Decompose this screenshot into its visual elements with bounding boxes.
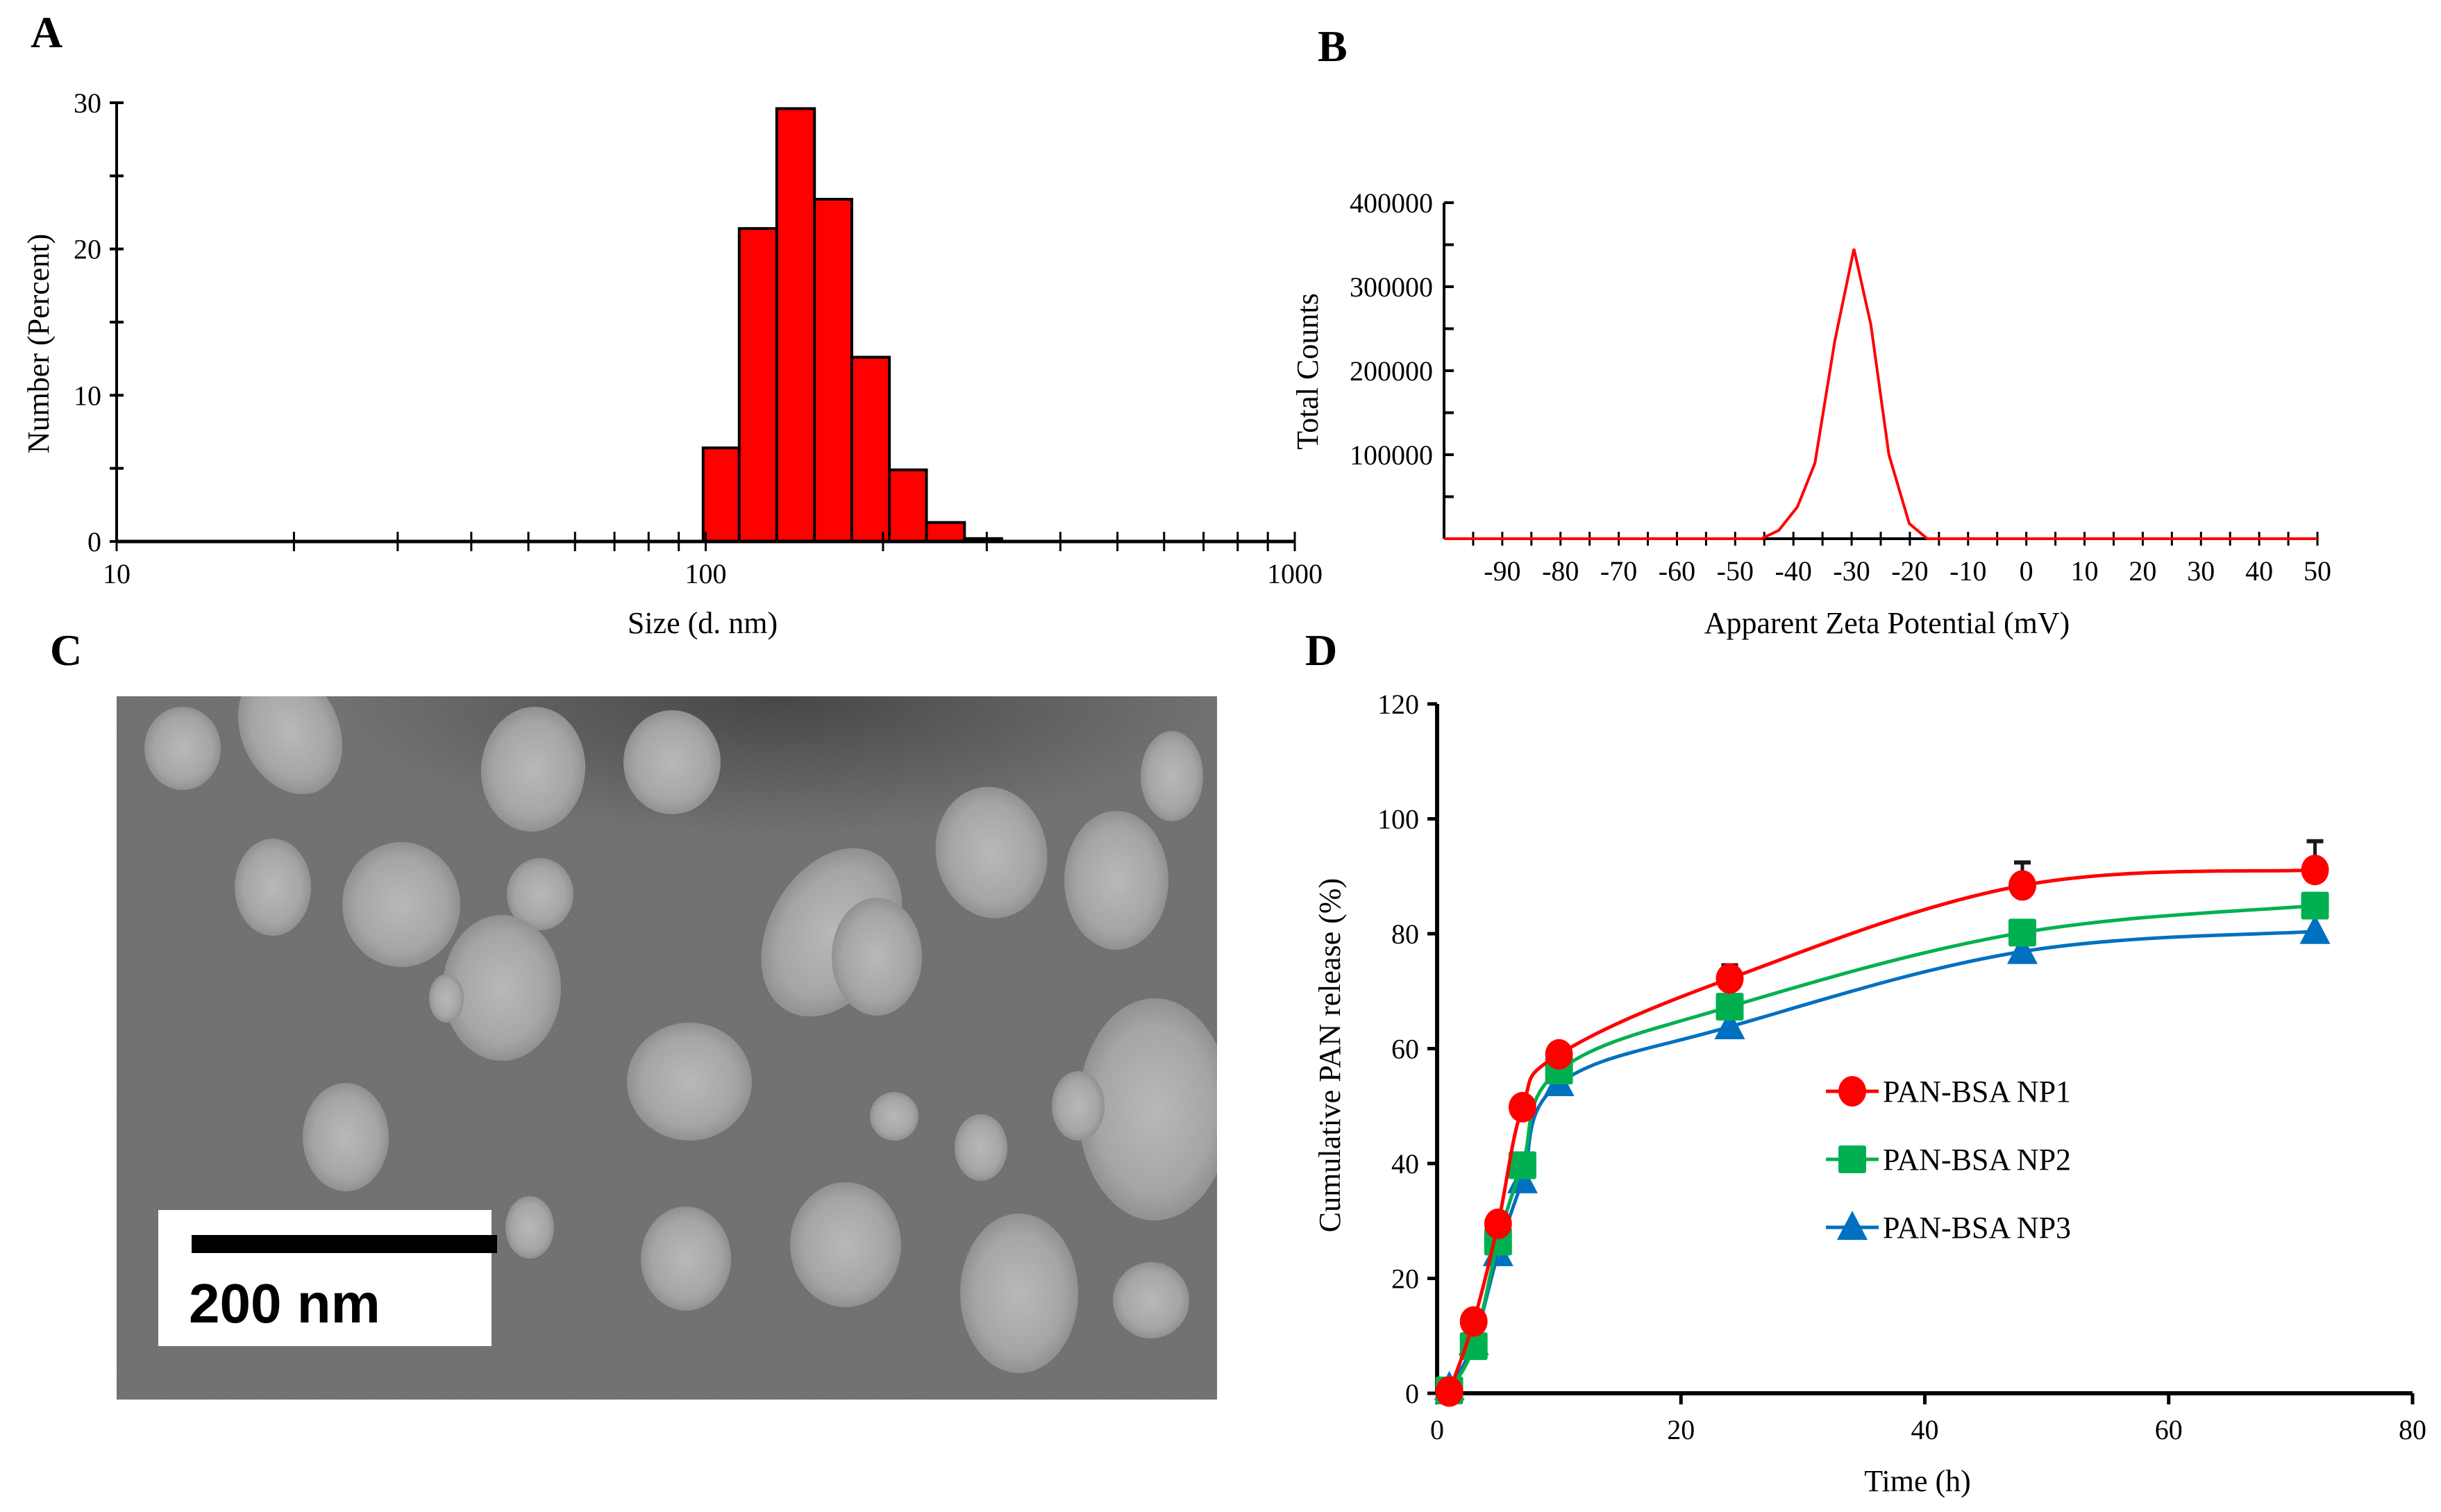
scale-bar-label: 200 nm: [189, 1272, 380, 1334]
y-tick-label-d: 100: [1377, 804, 1419, 835]
y-tick-label-a: 30: [74, 87, 101, 119]
data-point-np2: [2008, 918, 2036, 947]
data-point-np3: [1714, 1010, 1745, 1040]
x-tick-label-b: -50: [1717, 555, 1754, 587]
x-tick-label-b: -30: [1833, 555, 1870, 587]
legend-label-np3: PAN-BSA NP3: [1883, 1211, 2071, 1245]
histogram-bar-4: [813, 198, 853, 543]
panel-label-a: A: [31, 8, 63, 57]
legend: PAN-BSA NP1 PAN-BSA NP2 PAN-BSA NP3: [1826, 1075, 2071, 1245]
data-point-np1: [2008, 870, 2036, 901]
scale-bar: [192, 1235, 497, 1253]
data-point-np3: [2299, 914, 2331, 944]
zeta-distribution-line: [1444, 249, 2317, 540]
x-tick-label-b: 0: [2020, 555, 2033, 587]
panel-label-c: C: [50, 625, 83, 675]
x-tick-label-b: -10: [1949, 555, 1986, 587]
y-tick-label-d: 120: [1377, 689, 1419, 720]
scale-bar-box: 200 nm: [158, 1210, 497, 1346]
y-tick-label-a: 0: [87, 526, 101, 557]
axes-d: [1427, 702, 2415, 1404]
y-axis-title-b: Total Counts: [1291, 293, 1325, 449]
x-tick-label-d: 80: [2399, 1414, 2426, 1445]
y-tick-label-d: 0: [1405, 1378, 1419, 1409]
x-tick-label-b: -70: [1600, 555, 1637, 587]
tick-labels-b: -90 -80 -70 -60 -50 -40 -30 -20 -10 0 10 20 30 40 50 10…: [1350, 187, 2331, 587]
data-point-np2: [2301, 891, 2329, 920]
histogram-bar-2: [737, 227, 778, 543]
y-tick-label-d: 60: [1391, 1034, 1419, 1065]
release-series: [1434, 839, 2331, 1407]
data-point-np1: [1545, 1039, 1573, 1070]
y-tick-label-b: 400000: [1350, 187, 1433, 219]
panel-label-d: D: [1305, 625, 1338, 675]
data-point-np1: [1484, 1208, 1512, 1239]
y-tick-label-a: 10: [74, 380, 101, 411]
x-tick-label-b: 30: [2187, 555, 2215, 587]
x-tick-label-d: 60: [2155, 1414, 2183, 1445]
x-tick-label-a: 1000: [1267, 558, 1323, 589]
x-tick-label-b: 10: [2071, 555, 2099, 587]
tem-micrograph: 200 nm: [117, 696, 1217, 1400]
x-tick-label-d: 20: [1667, 1414, 1695, 1445]
data-point-np1: [1459, 1306, 1488, 1337]
legend-marker-np1: [1838, 1076, 1866, 1107]
y-tick-label-b: 100000: [1350, 439, 1433, 471]
histogram-bars: [701, 107, 1003, 544]
x-tick-label-b: 20: [2129, 555, 2156, 587]
x-tick-label-b: 50: [2304, 555, 2331, 587]
data-point-np1: [2301, 855, 2329, 886]
data-point-np1: [1508, 1091, 1536, 1123]
x-tick-label-b: -80: [1542, 555, 1579, 587]
histogram-bar-1: [701, 446, 741, 543]
series-line-np2: [1448, 903, 2315, 1392]
data-point-np2: [1716, 993, 1744, 1021]
legend-label-np1: PAN-BSA NP1: [1883, 1075, 2071, 1109]
y-tick-label-d: 20: [1391, 1263, 1419, 1295]
x-tick-label-a: 10: [103, 558, 131, 589]
series-line-np1: [1448, 868, 2315, 1393]
x-axis-title-b: Apparent Zeta Potential (mV): [1704, 606, 2070, 640]
legend-marker-np2: [1838, 1145, 1866, 1173]
legend-marker-np3: [1837, 1211, 1868, 1240]
x-tick-label-b: -20: [1891, 555, 1928, 587]
x-tick-label-b: 40: [2245, 555, 2273, 587]
x-tick-label-b: -90: [1484, 555, 1520, 587]
x-tick-label-d: 0: [1430, 1414, 1444, 1445]
tick-labels-d: 0 20 40 60 80 0 20 40 60 80 100 120: [1377, 689, 2426, 1445]
x-tick-label-a: 100: [685, 558, 727, 589]
y-tick-label-a: 20: [74, 234, 101, 265]
legend-label-np2: PAN-BSA NP2: [1883, 1143, 2071, 1177]
y-axis-title-d: Cumulative PAN release (%): [1313, 878, 1347, 1232]
y-tick-label-d: 40: [1391, 1148, 1419, 1179]
x-axis-title-d: Time (h): [1864, 1464, 1971, 1498]
y-tick-label-d: 80: [1391, 918, 1419, 950]
y-tick-label-b: 200000: [1350, 355, 1433, 387]
y-tick-label-b: 300000: [1350, 271, 1433, 303]
panel-label-b: B: [1318, 22, 1348, 71]
data-point-np3: [2007, 934, 2038, 964]
x-tick-label-b: -40: [1775, 555, 1812, 587]
y-axis-title-a: Number (Percent): [22, 234, 56, 453]
x-axis-title-a: Size (d. nm): [628, 606, 778, 640]
x-tick-label-d: 40: [1911, 1414, 1939, 1445]
data-point-np1: [1435, 1376, 1463, 1407]
axes-a: [110, 101, 1296, 551]
x-tick-label-b: -60: [1659, 555, 1695, 587]
data-point-np1: [1716, 963, 1744, 994]
data-point-np2: [1508, 1151, 1536, 1179]
